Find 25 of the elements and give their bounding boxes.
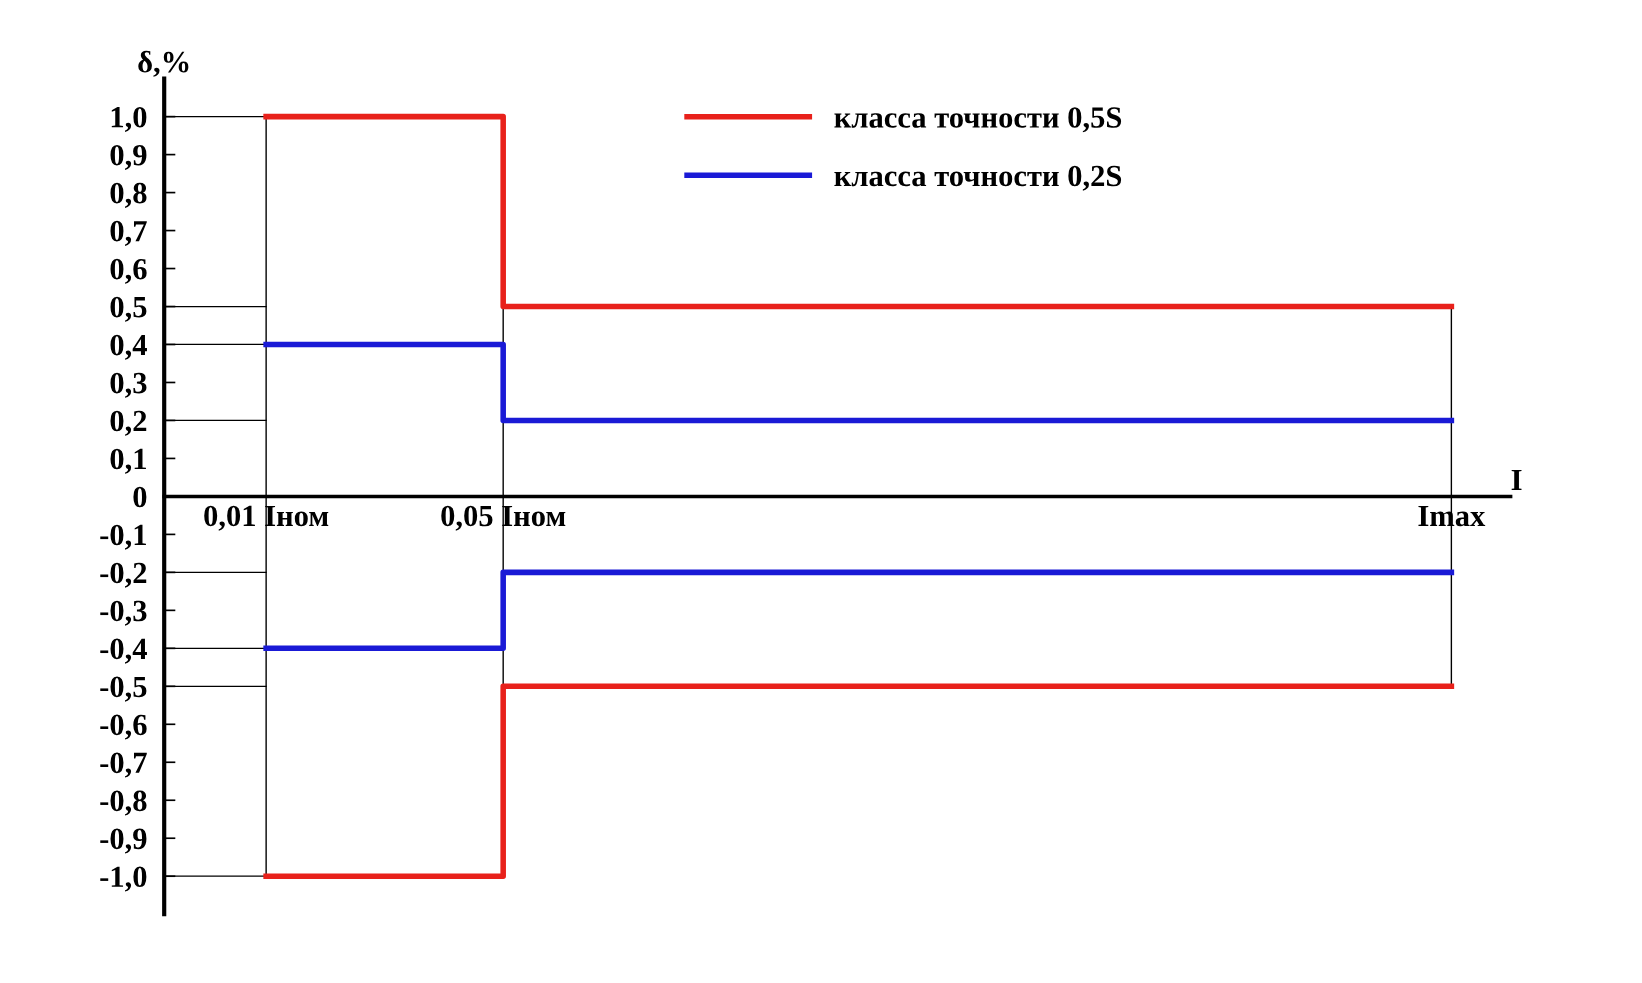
y-tick-label: 1,0 [111, 106, 147, 132]
y-tick-label: -0,5 [100, 676, 147, 702]
y-tick-label: 0,9 [110, 144, 147, 170]
y-tick-label: 0,2 [110, 410, 147, 436]
y-axis-title: δ,% [138, 50, 189, 77]
y-tick-label: -0,4 [100, 638, 147, 664]
y-tick-label: -0,8 [100, 790, 147, 816]
y-tick-label: -0,9 [100, 828, 147, 854]
y-tick-label: -0,7 [100, 752, 147, 778]
y-tick-label: 0,8 [110, 182, 147, 208]
y-tick-label: -0,2 [100, 562, 147, 588]
y-tick-label: -0,3 [100, 600, 147, 626]
legend-label: класса точности 0,5S [834, 107, 1122, 133]
y-tick-label: 0,6 [110, 258, 147, 284]
y-tick-label: -0,1 [100, 524, 146, 550]
legend-label: класса точности 0,2S [834, 165, 1122, 191]
y-tick-label: 0,7 [110, 220, 147, 246]
y-tick-label: 0,4 [110, 334, 147, 360]
x-axis-title: I [1511, 469, 1522, 490]
y-tick-label: -0,6 [100, 714, 147, 740]
y-tick-label: -1,0 [100, 866, 147, 892]
y-tick-label: 0 [133, 486, 147, 508]
y-tick-label: 0,1 [110, 448, 146, 474]
y-tick-label: 0,3 [110, 372, 147, 398]
y-tick-label: 0,5 [110, 296, 147, 322]
